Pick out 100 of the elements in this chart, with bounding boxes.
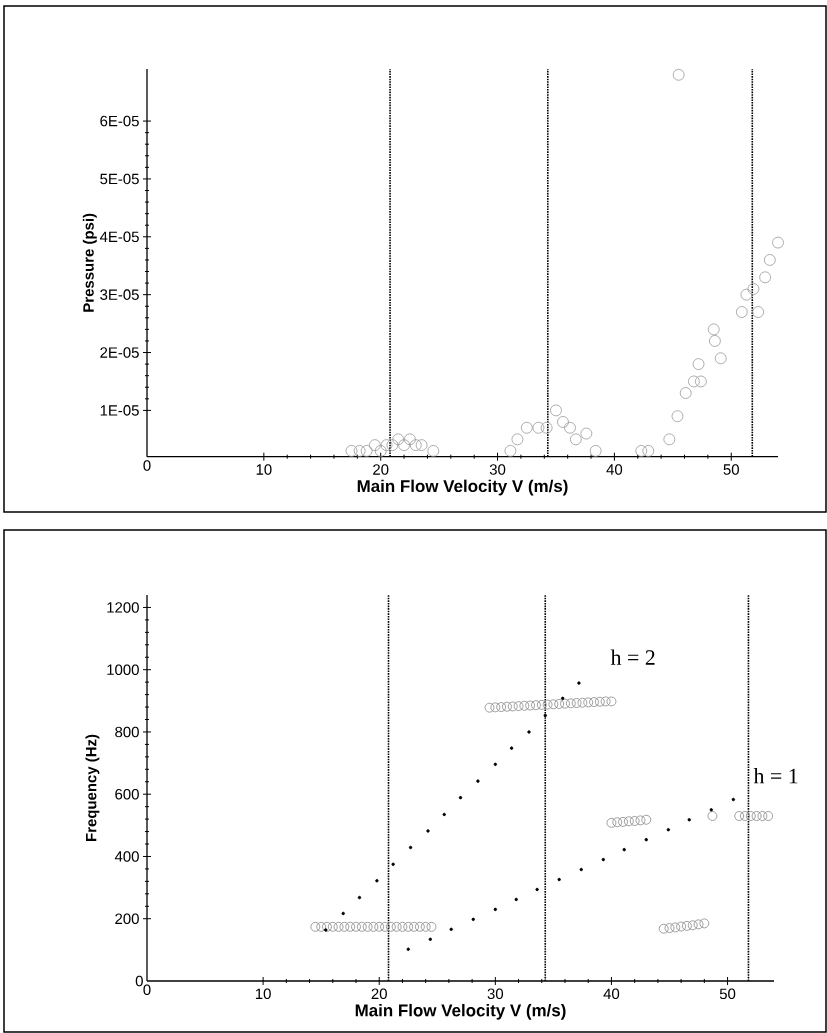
point	[679, 387, 692, 399]
x-tick-label: 40	[606, 464, 623, 475]
y-tick-label: 200	[115, 913, 139, 925]
y-tick-label: 0	[135, 975, 143, 987]
point	[386, 439, 399, 452]
point	[442, 812, 446, 817]
point	[735, 306, 748, 318]
point	[520, 421, 533, 434]
point	[511, 433, 524, 446]
point	[427, 445, 440, 457]
point	[360, 445, 373, 457]
annotation: h = 1	[753, 768, 798, 784]
point	[375, 879, 379, 883]
point	[580, 427, 593, 440]
point	[731, 797, 736, 802]
point	[368, 439, 381, 452]
x-tick-label: 0	[143, 984, 151, 996]
y-tick-label: 600	[115, 788, 139, 800]
point	[687, 375, 700, 388]
point	[709, 808, 713, 812]
point	[687, 818, 691, 822]
x-axis-title: Main Flow Velocity V (m/s)	[357, 479, 568, 496]
point	[391, 862, 395, 866]
point	[557, 416, 569, 428]
point	[707, 323, 720, 336]
point	[493, 762, 498, 767]
point	[345, 445, 358, 457]
point	[642, 445, 655, 457]
point	[671, 410, 684, 423]
point	[380, 439, 393, 452]
point	[663, 433, 676, 446]
point	[540, 421, 553, 434]
x-tick-label: 50	[719, 988, 736, 1000]
point	[514, 897, 518, 902]
point	[404, 433, 416, 446]
point	[763, 254, 776, 266]
point	[471, 917, 475, 922]
point	[415, 439, 428, 452]
point	[772, 236, 784, 249]
point	[672, 68, 685, 81]
point	[747, 282, 760, 295]
x-tick-label: 40	[603, 988, 620, 1000]
y-tick-label: 5E-05	[100, 173, 139, 185]
x-tick-label: 20	[371, 988, 387, 1000]
point	[408, 845, 413, 850]
point	[557, 877, 561, 882]
point	[476, 779, 480, 783]
point	[589, 445, 602, 457]
x-tick-label: 10	[256, 464, 272, 475]
point	[406, 947, 410, 951]
y-tick-label: 6E-05	[100, 115, 139, 127]
point	[635, 445, 648, 457]
y-tick-label: 1200	[107, 602, 139, 613]
point	[550, 404, 562, 417]
y-tick-label: 400	[114, 851, 139, 862]
point	[426, 829, 430, 833]
point	[579, 867, 583, 872]
y-axis-title: Frequency (Hz)	[85, 734, 100, 841]
point	[543, 713, 547, 718]
y-tick-label: 1000	[107, 664, 139, 675]
y-tick-label: 800	[115, 726, 139, 738]
point	[535, 887, 539, 892]
point	[357, 895, 362, 900]
point	[560, 696, 565, 701]
point	[392, 433, 405, 446]
point	[504, 445, 517, 457]
x-tick-label: 0	[143, 460, 151, 471]
point	[527, 730, 531, 734]
point	[428, 937, 433, 941]
x-tick-label: 20	[373, 464, 389, 475]
point	[644, 837, 648, 842]
annotation: h = 2	[610, 649, 655, 665]
point	[409, 439, 422, 452]
point	[666, 828, 671, 832]
y-tick-label: 4E-05	[99, 231, 139, 243]
point	[577, 681, 581, 685]
point	[752, 306, 765, 318]
point	[714, 352, 727, 365]
point	[740, 288, 753, 301]
x-tick-label: 30	[489, 464, 506, 475]
y-tick-label: 3E-05	[100, 289, 139, 300]
point	[759, 271, 772, 284]
point	[324, 928, 328, 932]
y-tick-label: 2E-05	[100, 347, 139, 358]
point	[353, 445, 366, 457]
point	[569, 433, 582, 446]
point	[709, 335, 721, 347]
point	[564, 421, 576, 434]
point	[601, 857, 606, 862]
x-tick-label: 30	[487, 988, 504, 1000]
point	[341, 911, 345, 916]
point	[532, 421, 545, 434]
x-tick-label: 50	[723, 464, 739, 475]
point	[398, 439, 410, 452]
point	[692, 358, 705, 370]
x-tick-label: 10	[255, 988, 271, 1000]
point	[449, 927, 453, 932]
y-tick-label: 1E-05	[100, 405, 139, 416]
point	[458, 795, 463, 800]
x-axis-title: Main Flow Velocity V (m/s)	[355, 1003, 566, 1020]
